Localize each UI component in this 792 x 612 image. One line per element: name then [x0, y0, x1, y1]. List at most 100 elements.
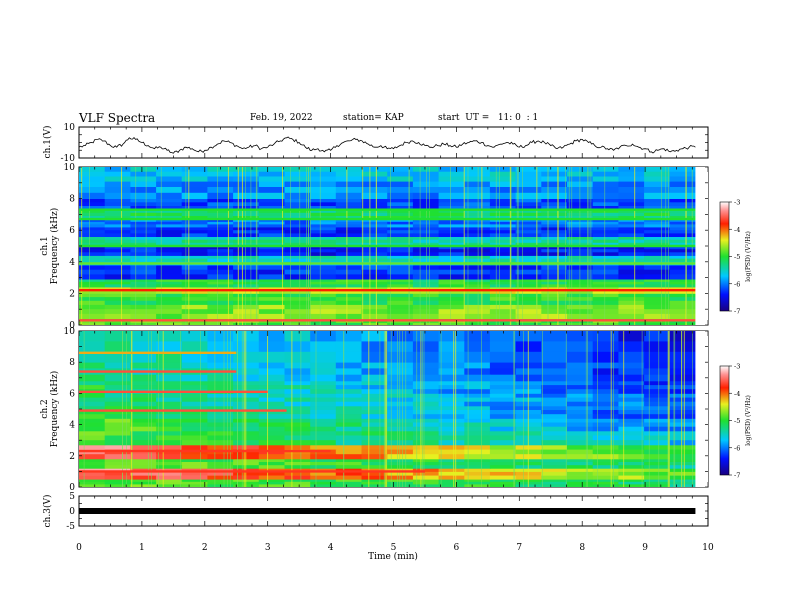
ch2-band-cell: [592, 351, 619, 363]
ch2-band-cell: [438, 426, 465, 432]
ch2-band-cell: [156, 405, 183, 411]
x-axis-title: Time (min): [368, 551, 418, 562]
ch1-band-cell: [335, 202, 363, 207]
ch2-band-cell: [489, 331, 517, 342]
ch1-band-cell: [669, 192, 696, 199]
ch1-band-cell: [515, 216, 542, 220]
ch1-band-cell: [181, 249, 208, 253]
ch2-band-cell: [387, 440, 414, 446]
ch2-band-cell: [284, 462, 311, 466]
ch2-band-cell: [156, 440, 183, 446]
ch2-band-cell: [310, 479, 337, 483]
ch2-band-cell: [387, 465, 414, 469]
ch1-band-cell: [104, 304, 131, 310]
ch1-band-cell: [130, 206, 157, 211]
ch2-band-cell: [181, 385, 208, 390]
ch1-band-cell: [233, 322, 260, 325]
ch1-band-cell: [233, 269, 260, 275]
ch1-band-cell: [592, 255, 619, 260]
ch2-band-cell: [618, 422, 645, 428]
ch1-band-cell: [489, 202, 517, 207]
ch1-band-cell: [644, 230, 671, 234]
ch1-spec-y-tick-label: 4: [69, 258, 75, 268]
ch1-band-cell: [464, 233, 491, 237]
ch2-band-cell: [464, 341, 491, 353]
ch2-band-cell: [156, 393, 183, 398]
ch2-band-cell: [464, 393, 491, 398]
ch2-band-cell: [644, 481, 671, 485]
ch1-band-cell: [387, 284, 414, 288]
ch1-band-cell: [181, 242, 208, 247]
ch2-band-cell: [644, 422, 671, 428]
ch1-band-cell: [618, 181, 645, 188]
ch2-band-cell: [156, 454, 183, 460]
ch1-band-cell: [618, 249, 645, 253]
ch1-band-cell: [541, 313, 568, 319]
ch1-band-cell: [258, 202, 286, 207]
ch2-band-cell: [412, 454, 440, 460]
ch1-band-cell: [412, 320, 440, 324]
ch2-band-cell: [258, 374, 286, 382]
ch1-band-cell: [515, 300, 542, 305]
ch1-band-cell: [156, 227, 183, 231]
ch2-band-cell: [207, 401, 234, 407]
ch1-band-cell: [207, 192, 234, 199]
ch1-band-cell: [104, 239, 131, 244]
ch2-band-cell: [541, 422, 568, 428]
ch1-band-cell: [156, 281, 183, 285]
ch1-band-cell: [181, 181, 208, 188]
ch1-band-cell: [438, 252, 465, 256]
ch2-band-cell: [669, 465, 696, 469]
ch1-band-cell: [310, 274, 337, 280]
ch1-band-cell: [361, 309, 388, 315]
ch1-band-cell: [541, 176, 568, 182]
ch2-band-cell: [130, 481, 157, 485]
ch2-band-cell: [592, 458, 619, 463]
ch2-band-cell: [567, 393, 594, 398]
ch1-band-cell: [207, 249, 234, 253]
ch2-band-cell: [156, 484, 183, 487]
ch2-band-cell: [438, 341, 465, 353]
ch2-band-cell: [361, 410, 388, 415]
ch1-band-cell: [618, 287, 645, 290]
ch1-band-cell: [387, 206, 414, 211]
ch1-band-cell: [592, 224, 619, 228]
ch1-band-cell: [156, 233, 183, 237]
ch2-band-cell: [541, 444, 568, 450]
ch2-band-cell: [258, 444, 286, 450]
ch1-band-cell: [464, 209, 491, 214]
ch2-band-cell: [464, 465, 491, 469]
ch1-band-cell: [644, 209, 671, 214]
ch2-band-cell: [669, 444, 696, 450]
ch1-band-cell: [361, 236, 388, 241]
ch1-band-cell: [618, 255, 645, 260]
ch1-band-cell: [258, 300, 286, 305]
ch2-band-cell: [79, 462, 106, 466]
ch2-band-cell: [438, 385, 465, 390]
ch1-band-cell: [207, 291, 234, 294]
ch1-band-cell: [130, 216, 157, 220]
ch1-band-cell: [361, 176, 388, 182]
ch2-band-cell: [361, 435, 388, 441]
ch1-band-cell: [464, 279, 491, 283]
ch2-band-cell: [438, 397, 465, 403]
ch2-band-cell: [489, 481, 517, 485]
ch1-band-cell: [387, 287, 414, 290]
ch2-band-cell: [387, 484, 414, 487]
ch2-band-cell: [592, 449, 619, 455]
ch1-band-cell: [284, 176, 311, 182]
ch1-band-cell: [618, 322, 645, 325]
ch1-band-cell: [387, 212, 414, 217]
ch1-band-cell: [489, 284, 517, 288]
ch1-spec-y-tick-label: 2: [69, 289, 75, 299]
ch1-band-cell: [618, 284, 645, 288]
ch2-band-cell: [310, 368, 337, 375]
ch2-band-cell: [618, 458, 645, 463]
ch2-band-cell: [489, 368, 517, 375]
ch1-band-cell: [233, 320, 260, 324]
ch1-band-cell: [284, 236, 311, 241]
ch1-band-cell: [464, 293, 491, 298]
ch1-band-cell: [669, 233, 696, 237]
ch2-band-cell: [104, 444, 131, 450]
ch1-band-cell: [233, 219, 260, 223]
